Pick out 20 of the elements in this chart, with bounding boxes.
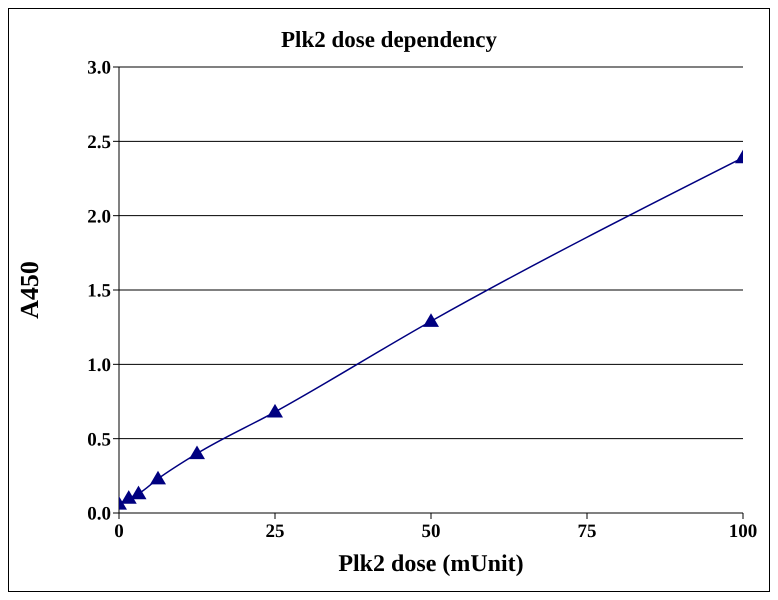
x-tick-label: 25 bbox=[266, 521, 284, 542]
point bbox=[130, 486, 146, 500]
x-axis-title: Plk2 dose (mUnit) bbox=[338, 551, 524, 577]
x-tick-label: 100 bbox=[728, 521, 758, 542]
point bbox=[267, 404, 283, 418]
x-tick-label: 0 bbox=[114, 521, 124, 542]
x-tick-label: 50 bbox=[422, 521, 440, 542]
x-tick-label: 75 bbox=[578, 521, 596, 542]
point bbox=[150, 470, 166, 484]
y-tick-label: 2.5 bbox=[87, 132, 111, 154]
chart-title: Plk2 dose dependency bbox=[280, 27, 498, 53]
y-tick-label: 2.0 bbox=[87, 206, 111, 228]
y-tick-label: 3.0 bbox=[87, 58, 111, 79]
y-tick-label: 0.0 bbox=[87, 504, 111, 525]
y-tick-label: 0.5 bbox=[87, 429, 111, 450]
y-axis-title: A450 bbox=[15, 261, 44, 319]
point bbox=[120, 490, 137, 504]
y-tick-label: 1.5 bbox=[87, 280, 111, 302]
point bbox=[189, 446, 205, 460]
y-tick-label: 1.0 bbox=[87, 355, 111, 376]
